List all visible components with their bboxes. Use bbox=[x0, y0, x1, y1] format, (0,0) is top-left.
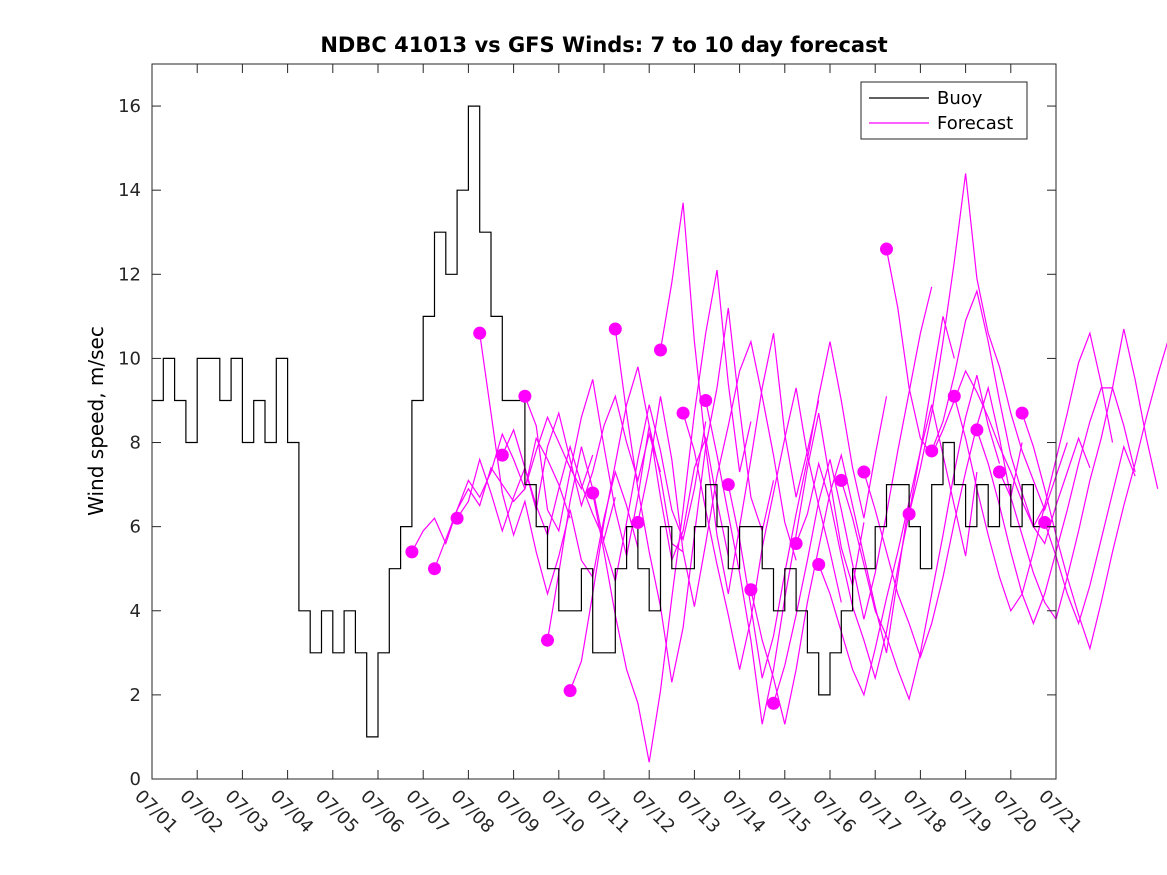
x-tick-label: 07/05 bbox=[311, 786, 363, 838]
forecast-line-18 bbox=[795, 316, 955, 681]
forecast-start-point-12 bbox=[654, 343, 667, 357]
x-tick-label: 07/09 bbox=[492, 786, 544, 838]
x-tick-label: 07/12 bbox=[627, 786, 679, 838]
y-tick-label: 10 bbox=[118, 348, 141, 369]
forecast-line-25 bbox=[953, 331, 1114, 613]
forecast-line-21 bbox=[863, 385, 1023, 659]
x-tick-label: 07/02 bbox=[175, 786, 227, 838]
x-tick-label: 07/20 bbox=[989, 786, 1041, 838]
forecast-line-24 bbox=[931, 289, 1091, 545]
forecast-line-7 bbox=[546, 404, 707, 641]
forecast-line-1 bbox=[411, 436, 571, 553]
forecast-start-point-2 bbox=[428, 562, 441, 576]
x-tick-label: 07/07 bbox=[401, 786, 453, 838]
forecast-line-19 bbox=[818, 404, 978, 697]
plot-background bbox=[152, 64, 1056, 779]
y-tick-label: 0 bbox=[130, 769, 141, 790]
forecast-line-16 bbox=[750, 452, 910, 725]
forecast-start-point-26 bbox=[970, 423, 984, 437]
x-tick-label: 07/13 bbox=[673, 786, 725, 838]
y-tick-label: 16 bbox=[118, 96, 141, 117]
forecast-line-22 bbox=[885, 248, 1046, 528]
forecast-start-point-29 bbox=[1038, 515, 1052, 529]
forecast-line-28 bbox=[1021, 341, 1167, 651]
y-tick-label: 4 bbox=[130, 601, 141, 622]
x-tick-label: 07/14 bbox=[718, 786, 770, 838]
forecast-start-point-14 bbox=[699, 393, 713, 407]
x-tick-label: 07/21 bbox=[1034, 786, 1086, 838]
forecast-line-20 bbox=[840, 375, 1001, 702]
x-tick-label: 07/06 bbox=[356, 786, 408, 838]
forecast-start-point-1 bbox=[405, 545, 419, 559]
y-tick-label: 12 bbox=[118, 264, 141, 285]
y-axis-label: Wind speed, m/sec bbox=[84, 326, 108, 516]
forecast-start-point-18 bbox=[789, 536, 803, 550]
plot-area bbox=[152, 64, 1056, 779]
forecast-start-points bbox=[405, 242, 1052, 710]
x-tick-label: 07/15 bbox=[763, 786, 815, 838]
chart-title: NDBC 41013 vs GFS Winds: 7 to 10 day for… bbox=[320, 33, 887, 57]
forecast-start-point-3 bbox=[450, 511, 464, 525]
forecast-start-point-17 bbox=[767, 696, 780, 710]
forecast-line-29 bbox=[1044, 444, 1136, 626]
x-tick-label: 07/08 bbox=[447, 786, 499, 838]
forecast-start-point-25 bbox=[947, 389, 961, 403]
forecast-start-point-23 bbox=[902, 507, 916, 521]
legend: Buoy Forecast bbox=[860, 81, 1028, 140]
x-tick-label: 07/11 bbox=[582, 786, 634, 838]
forecast-start-point-7 bbox=[541, 633, 554, 647]
forecast-line-27 bbox=[998, 328, 1159, 621]
forecast-start-point-4 bbox=[473, 326, 487, 340]
forecast-start-point-24 bbox=[925, 444, 939, 458]
forecast-line-11 bbox=[637, 339, 797, 607]
forecast-start-point-6 bbox=[518, 389, 532, 403]
forecast-start-point-11 bbox=[631, 515, 645, 529]
forecast-line-6 bbox=[524, 379, 684, 557]
forecast-start-point-13 bbox=[676, 406, 690, 420]
forecast-start-point-9 bbox=[586, 486, 600, 500]
x-tick-label: 07/19 bbox=[944, 786, 996, 838]
x-tick-label: 07/17 bbox=[853, 786, 905, 838]
x-tick-label: 07/01 bbox=[130, 786, 182, 838]
forecast-start-point-20 bbox=[834, 473, 848, 487]
forecast-start-point-16 bbox=[744, 583, 758, 597]
forecast-line-8 bbox=[569, 366, 729, 691]
forecast-start-point-19 bbox=[812, 558, 826, 571]
buoy-series bbox=[152, 105, 1056, 738]
x-tick-label: 07/16 bbox=[808, 786, 860, 838]
y-tick-label: 6 bbox=[130, 517, 141, 538]
forecast-start-point-15 bbox=[721, 478, 735, 492]
forecast-line-17 bbox=[772, 286, 933, 704]
legend-label-1: Buoy bbox=[937, 88, 983, 109]
x-tick-label: 07/10 bbox=[537, 786, 589, 838]
forecast-start-point-10 bbox=[608, 322, 622, 336]
forecast-start-point-5 bbox=[495, 448, 509, 462]
x-tick-label: 07/03 bbox=[221, 786, 273, 838]
y-tick-label: 2 bbox=[130, 685, 141, 706]
forecast-line-9 bbox=[592, 269, 752, 763]
x-tick-label: 07/18 bbox=[899, 786, 951, 838]
y-tick-label: 8 bbox=[130, 433, 141, 454]
forecast-start-point-28 bbox=[1015, 406, 1029, 420]
forecast-start-point-21 bbox=[857, 465, 871, 479]
buoy-line bbox=[152, 105, 1056, 738]
x-tick-label: 07/04 bbox=[266, 786, 318, 838]
legend-label-2: Forecast bbox=[937, 113, 1013, 134]
forecast-line-5 bbox=[501, 394, 662, 510]
forecast-start-point-27 bbox=[993, 465, 1006, 479]
forecast-start-point-22 bbox=[880, 242, 893, 256]
forecast-line-23 bbox=[908, 173, 1068, 515]
y-tick-label: 14 bbox=[118, 180, 141, 201]
forecast-start-point-8 bbox=[563, 684, 577, 698]
forecast-line-15 bbox=[727, 341, 888, 679]
legend-box bbox=[860, 81, 1028, 140]
